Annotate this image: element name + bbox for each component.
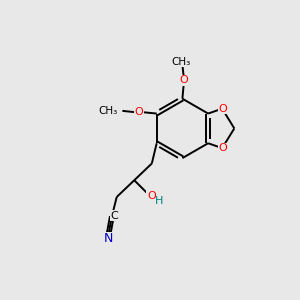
Text: O: O [147,190,156,201]
Text: O: O [134,107,143,117]
Text: O: O [179,75,188,85]
Text: H: H [155,196,164,206]
Text: O: O [218,143,227,153]
Text: C: C [111,211,119,221]
Text: N: N [103,232,113,245]
Text: CH₃: CH₃ [171,57,190,67]
Text: CH₃: CH₃ [98,106,118,116]
Text: O: O [218,104,227,114]
